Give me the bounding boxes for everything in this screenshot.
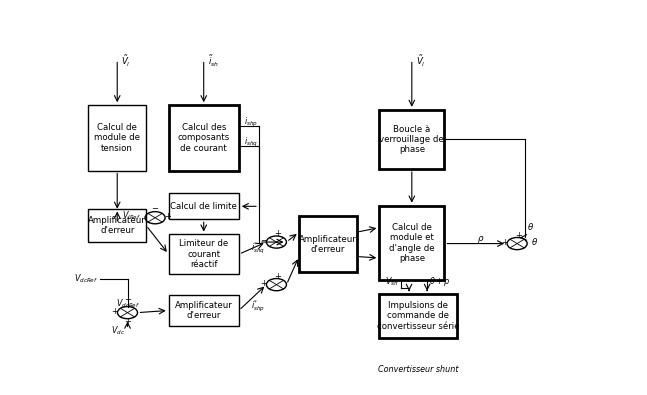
Bar bbox=[379, 205, 444, 280]
Text: Calcul des
composants
de courant: Calcul des composants de courant bbox=[177, 123, 230, 153]
Text: $V_{dc}$: $V_{dc}$ bbox=[111, 324, 125, 337]
Text: −: − bbox=[124, 295, 131, 304]
Bar bbox=[169, 105, 239, 171]
Text: $\rho$: $\rho$ bbox=[477, 234, 485, 245]
Text: +: + bbox=[501, 237, 508, 246]
Text: Amplificateur
d'erreur: Amplificateur d'erreur bbox=[299, 235, 356, 254]
Bar bbox=[89, 209, 146, 242]
Text: Impulsions de
commande de
convertisseur série: Impulsions de commande de convertisseur … bbox=[377, 301, 459, 331]
Text: $V_{dcRef}$: $V_{dcRef}$ bbox=[74, 272, 98, 285]
Text: Amplificateur
d'erreur: Amplificateur d'erreur bbox=[89, 216, 146, 235]
Text: $i_{shp}^{*}$: $i_{shp}^{*}$ bbox=[250, 298, 265, 314]
Bar bbox=[169, 235, 239, 274]
Text: $\theta$: $\theta$ bbox=[531, 236, 538, 246]
Text: +: + bbox=[274, 272, 281, 280]
Text: Convertisseur shunt: Convertisseur shunt bbox=[378, 365, 458, 374]
Text: −: − bbox=[260, 236, 267, 245]
Bar bbox=[299, 216, 356, 273]
Text: +: + bbox=[515, 231, 522, 239]
Text: +: + bbox=[124, 317, 131, 325]
Text: $\tilde{V}_l$: $\tilde{V}_l$ bbox=[121, 53, 131, 69]
Text: $\theta$: $\theta$ bbox=[527, 221, 534, 232]
Text: −: − bbox=[151, 204, 159, 213]
Bar bbox=[379, 110, 444, 169]
Text: Calcul de
module de
tension: Calcul de module de tension bbox=[94, 123, 140, 153]
Text: +: + bbox=[111, 307, 118, 316]
Text: $\tilde{V}_l$: $\tilde{V}_l$ bbox=[416, 53, 426, 69]
Bar bbox=[169, 295, 239, 326]
Text: $i_{shp}$: $i_{shp}$ bbox=[244, 116, 258, 129]
Text: Boucle à
verrouillage de
phase: Boucle à verrouillage de phase bbox=[379, 124, 444, 154]
Text: +: + bbox=[164, 212, 171, 221]
Bar bbox=[89, 105, 146, 171]
Text: $i_{shq}^{*}$: $i_{shq}^{*}$ bbox=[250, 241, 265, 256]
Bar bbox=[379, 294, 457, 338]
Text: $i_{shq}$: $i_{shq}$ bbox=[244, 135, 258, 149]
Text: +: + bbox=[274, 229, 281, 238]
Text: Amplificateur
d'erreur: Amplificateur d'erreur bbox=[175, 301, 233, 320]
Text: $V_{lRef}$: $V_{lRef}$ bbox=[122, 209, 141, 222]
Text: Limiteur de
courant
réactif: Limiteur de courant réactif bbox=[179, 239, 228, 269]
Text: $\theta+\rho$: $\theta+\rho$ bbox=[430, 275, 451, 288]
Text: $V_{dcRef}$: $V_{dcRef}$ bbox=[116, 297, 140, 310]
Text: $\tilde{i}_{sh}$: $\tilde{i}_{sh}$ bbox=[208, 53, 219, 69]
Bar bbox=[169, 194, 239, 219]
Text: +: + bbox=[261, 278, 267, 288]
Text: Calcul de limite: Calcul de limite bbox=[170, 202, 237, 211]
Text: $V_{sh}$: $V_{sh}$ bbox=[385, 275, 399, 288]
Text: Calcul de
module et
d'angle de
phase: Calcul de module et d'angle de phase bbox=[389, 223, 435, 263]
